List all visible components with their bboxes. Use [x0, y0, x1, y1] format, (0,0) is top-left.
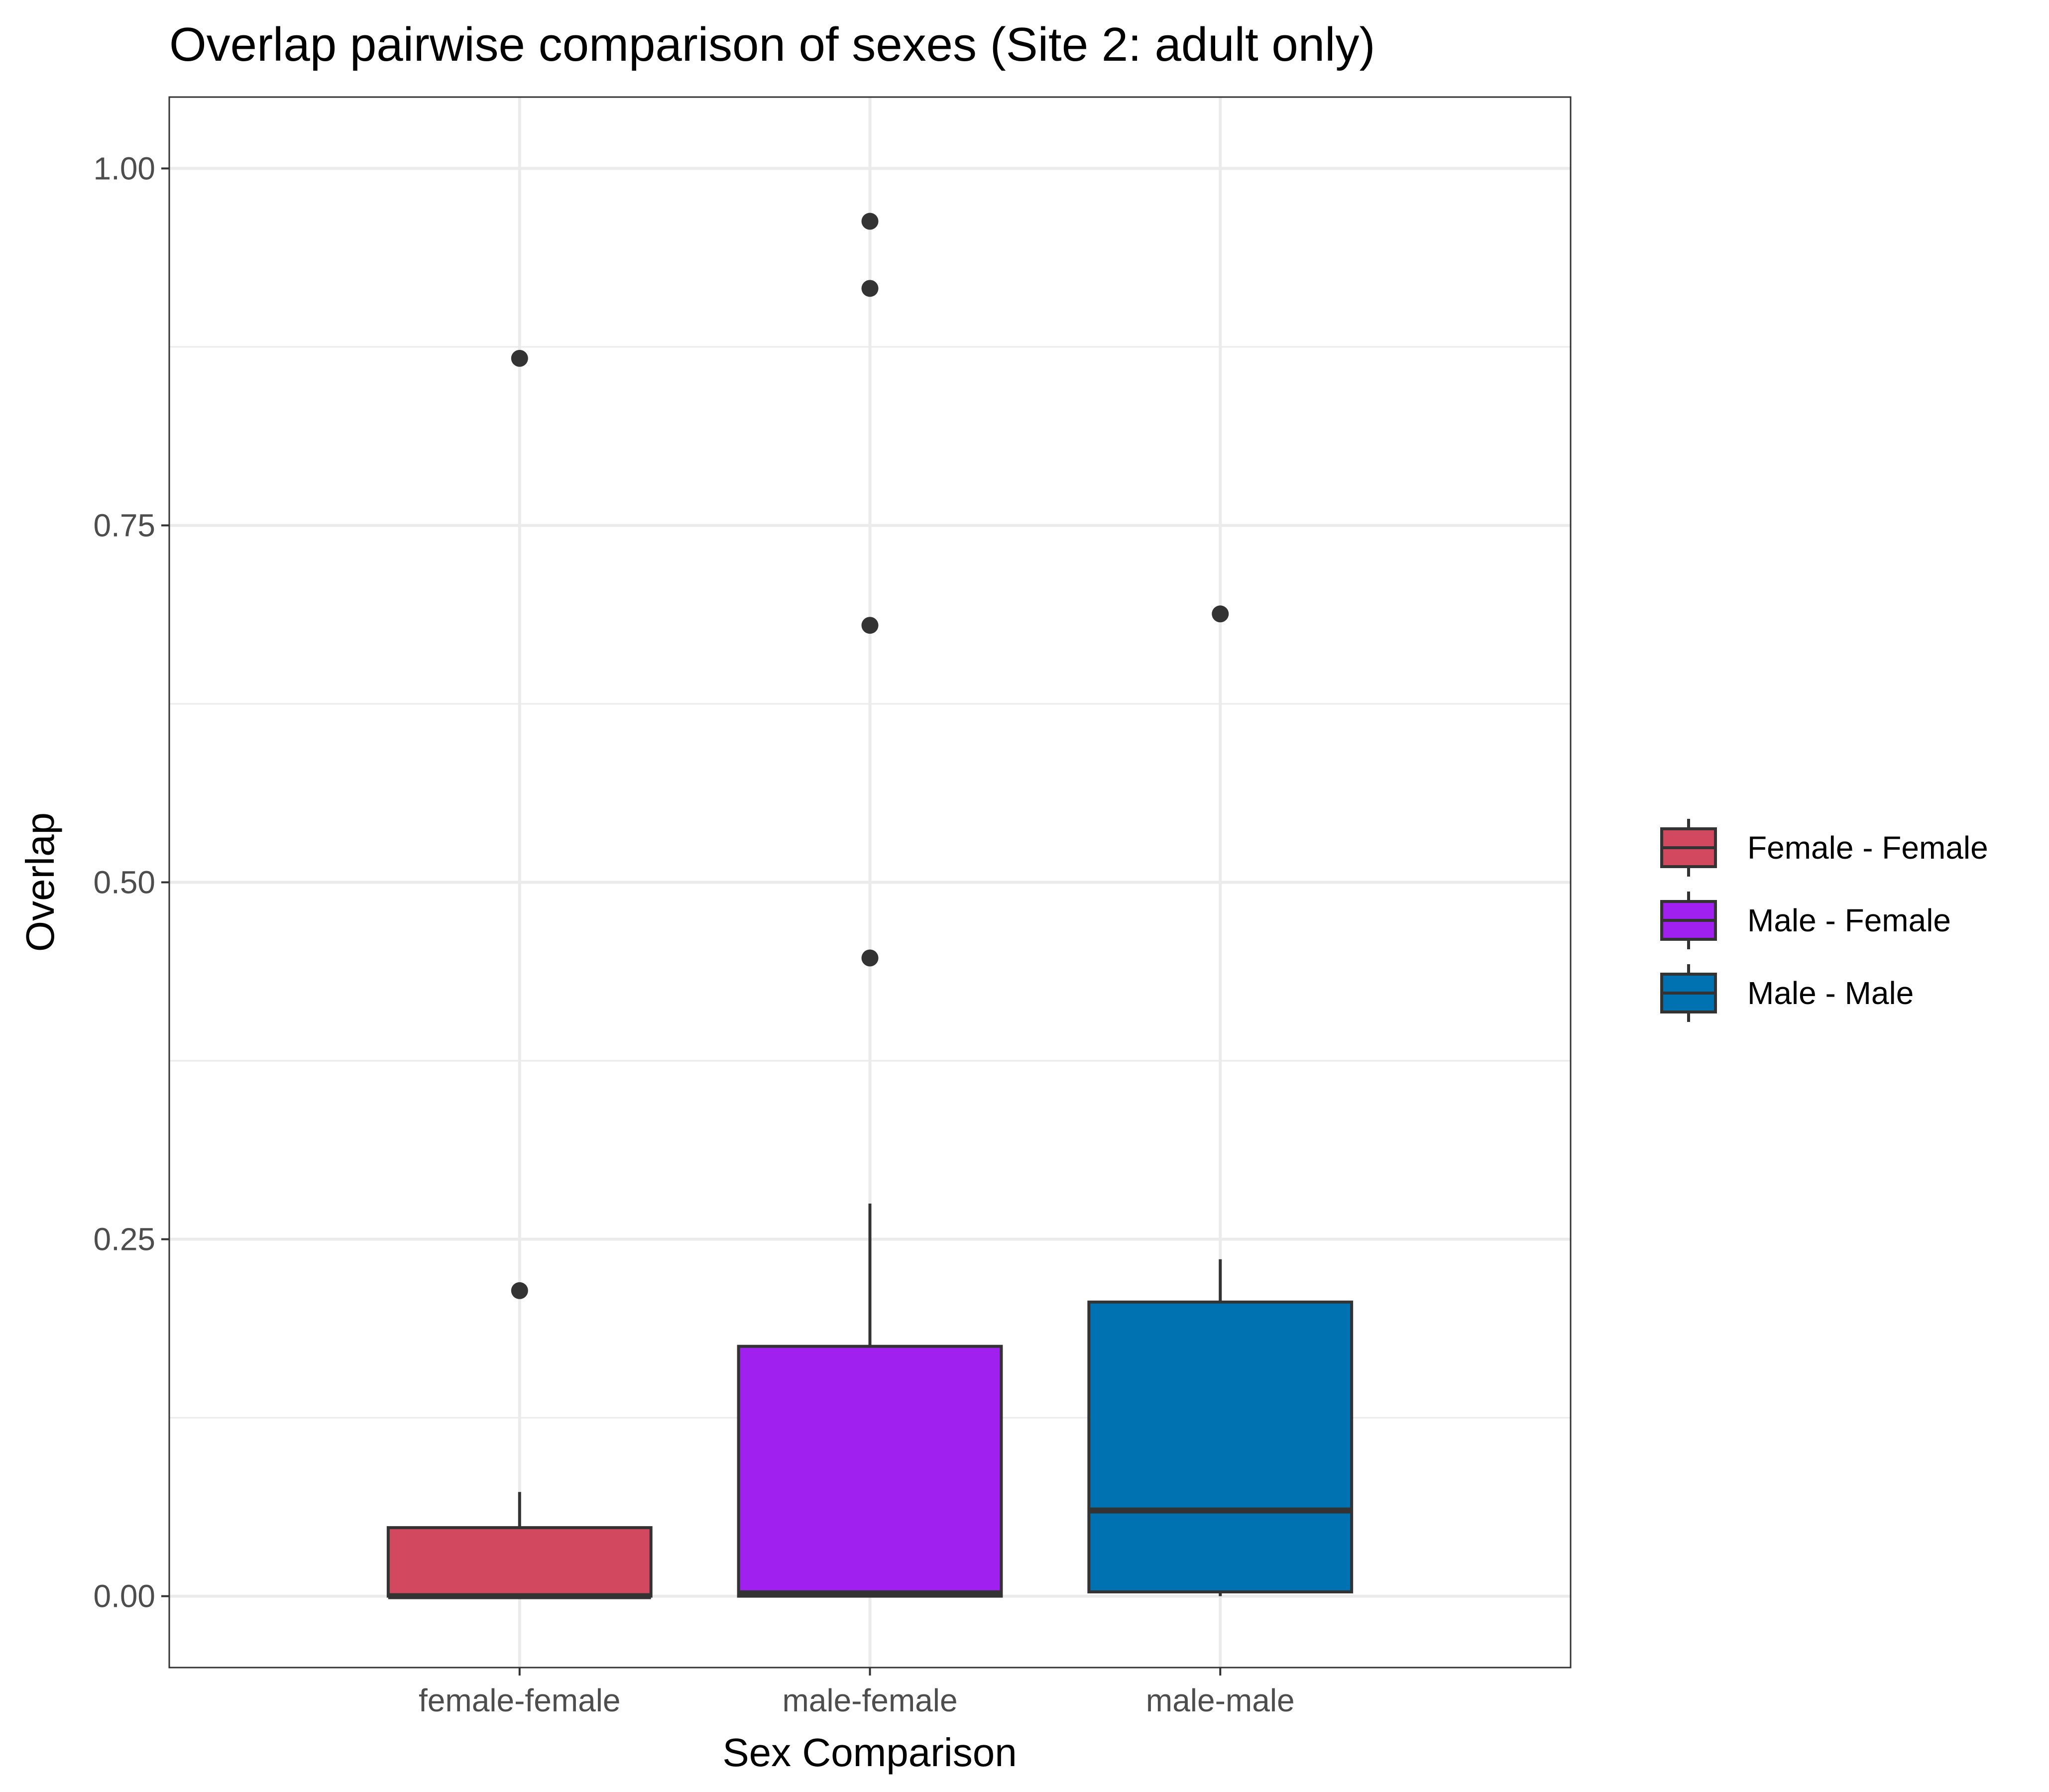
x-axis: female-female male-female male-male — [419, 1668, 1295, 1718]
outlier-point — [1212, 605, 1229, 623]
y-tick-label: 1.00 — [93, 150, 155, 186]
chart-title: Overlap pairwise comparison of sexes (Si… — [169, 18, 1375, 71]
box-body — [737, 1344, 1003, 1598]
outlier-point — [861, 213, 879, 230]
outlier-point — [511, 349, 528, 367]
outlier-point — [861, 949, 879, 967]
legend-item: Male - Female — [1660, 892, 1951, 949]
box-male-male — [1087, 605, 1354, 1596]
y-tick-label: 0.75 — [93, 507, 155, 543]
legend-label: Male - Male — [1747, 975, 1914, 1011]
outlier-point — [861, 617, 879, 634]
y-tick-label: 0.00 — [93, 1578, 155, 1614]
box-body — [386, 1526, 653, 1598]
box-female-female — [386, 349, 653, 1599]
y-axis-title: Overlap — [18, 812, 62, 952]
legend-label: Male - Female — [1747, 902, 1951, 938]
legend-item: Male - Male — [1660, 964, 1914, 1022]
box-layer — [386, 213, 1354, 1599]
legend-label: Female - Female — [1747, 830, 1988, 866]
legend: Female - Female Male - Female Male - Male — [1660, 819, 1988, 1022]
box-body — [1087, 1300, 1354, 1593]
y-tick-label: 0.25 — [93, 1222, 155, 1257]
x-axis-title: Sex Comparison — [722, 1730, 1017, 1775]
x-tick-label: male-male — [1146, 1682, 1295, 1718]
legend-item: Female - Female — [1660, 819, 1988, 877]
y-tick-label: 0.50 — [93, 865, 155, 900]
x-tick-label: female-female — [419, 1682, 621, 1718]
x-tick-label: male-female — [782, 1682, 957, 1718]
outlier-point — [511, 1282, 528, 1299]
box-male-female — [737, 213, 1003, 1598]
outlier-point — [861, 280, 879, 297]
y-axis: 0.00 0.25 0.50 0.75 1.00 — [93, 150, 169, 1614]
